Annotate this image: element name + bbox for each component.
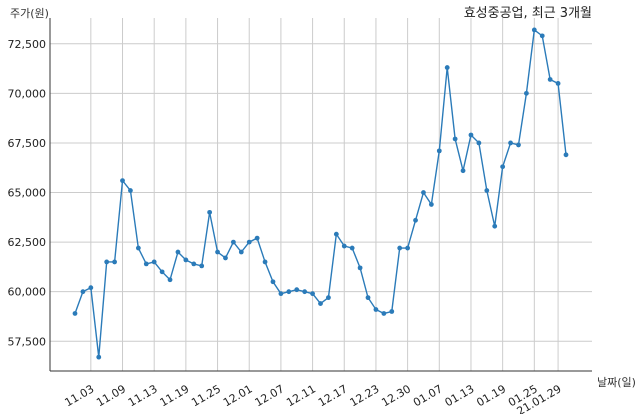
x-tick-label: 01.07 [411, 382, 445, 409]
data-point [278, 291, 284, 297]
grid [50, 18, 592, 371]
x-tick-label: 12.17 [316, 382, 350, 409]
x-tick-label: 12.30 [379, 382, 413, 409]
data-point [286, 289, 292, 295]
data-point [128, 188, 133, 193]
data-point [88, 285, 94, 291]
x-tick-label: 01.19 [474, 382, 508, 409]
x-tick-label: 12.11 [284, 382, 318, 409]
data-point [476, 140, 482, 146]
y-tick-label: 65,000 [8, 187, 47, 200]
data-point [349, 245, 355, 251]
data-point [539, 33, 545, 39]
data-point [143, 261, 149, 267]
x-tick-label: 11.13 [126, 382, 160, 409]
data-point [302, 289, 308, 295]
x-tick-label: 12.23 [348, 382, 382, 409]
price-line [74, 28, 567, 358]
data-point [230, 239, 236, 245]
data-point [223, 255, 228, 261]
data-point [215, 249, 220, 255]
data-point [397, 245, 403, 251]
data-point [365, 295, 371, 301]
data-point [452, 136, 458, 142]
data-point [151, 259, 157, 265]
data-point [468, 132, 474, 138]
x-tick-label: 11.09 [94, 382, 128, 409]
data-point [262, 259, 268, 265]
data-point [333, 231, 339, 237]
data-point [428, 202, 434, 207]
data-point [120, 178, 125, 184]
data-points [72, 27, 569, 360]
data-point [563, 152, 569, 158]
x-tick-label: 11.03 [63, 382, 97, 409]
data-point [112, 259, 117, 265]
data-point [135, 245, 141, 251]
x-tick-label: 11.19 [158, 382, 192, 409]
y-tick-label: 57,500 [8, 335, 47, 348]
axes [49, 18, 592, 372]
y-axis-label: 주가(원) [10, 7, 49, 20]
data-point [492, 223, 498, 229]
y-tick-label: 72,500 [8, 38, 47, 51]
x-tick-label: 11.25 [189, 382, 223, 409]
data-point [413, 217, 418, 223]
y-tick-label: 62,500 [8, 236, 47, 249]
data-point [405, 245, 411, 251]
chart-title: 효성중공업, 최근 3개월 [464, 6, 592, 21]
data-point [191, 261, 197, 267]
data-point [531, 27, 537, 33]
data-point [555, 81, 561, 86]
data-point [238, 249, 244, 255]
x-tick-label: 12.07 [253, 382, 287, 409]
data-point [310, 291, 315, 297]
series-line [74, 28, 567, 358]
data-point [207, 209, 213, 215]
data-point [436, 148, 442, 154]
data-point [326, 295, 331, 301]
data-point [270, 279, 276, 285]
data-point [72, 311, 78, 316]
data-point [524, 90, 529, 96]
data-point [341, 243, 347, 249]
data-point [294, 287, 300, 293]
data-point [199, 263, 205, 269]
data-point [444, 65, 450, 70]
data-point [80, 289, 86, 295]
data-point [167, 277, 173, 283]
data-point [389, 309, 395, 314]
data-point [104, 259, 110, 265]
data-point [318, 301, 323, 306]
data-point [96, 354, 102, 360]
labels: 효성중공업, 최근 3개월 주가(원) 날짜(일) 57,500 60,000 62… [8, 6, 636, 418]
data-point [183, 257, 189, 263]
data-point [246, 239, 252, 245]
data-point [254, 235, 260, 241]
x-tick-label: 12.01 [221, 382, 255, 409]
data-point [508, 140, 513, 146]
data-point [159, 269, 165, 275]
data-point [381, 311, 387, 316]
y-tick-label: 60,000 [8, 286, 47, 299]
data-point [547, 77, 553, 82]
data-point [516, 142, 521, 148]
data-point [357, 265, 363, 271]
data-point [484, 188, 490, 193]
data-point [500, 164, 506, 170]
data-point [373, 307, 379, 312]
x-tick-label: 01.13 [443, 382, 477, 409]
data-point [421, 190, 426, 195]
y-tick-label: 67,500 [8, 137, 47, 150]
x-axis-label: 날짜(일) [597, 375, 636, 389]
data-point [175, 249, 181, 255]
y-tick-label: 70,000 [8, 87, 47, 100]
data-point [460, 168, 466, 174]
